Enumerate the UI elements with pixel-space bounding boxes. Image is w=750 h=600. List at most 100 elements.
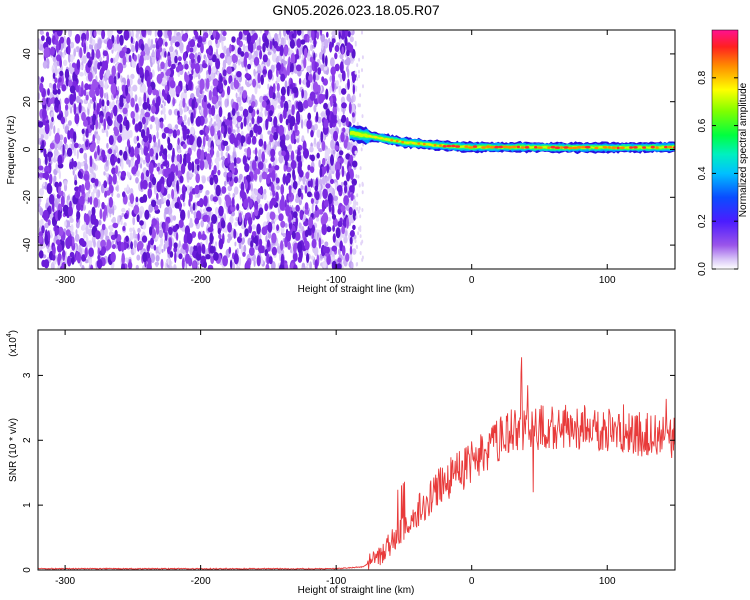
noise-speckle: [251, 94, 255, 103]
signal-track-peak: [428, 143, 432, 146]
noise-speckle: [147, 38, 151, 48]
noise-speckle: [64, 97, 70, 105]
noise-speckle: [146, 97, 150, 106]
noise-speckle: [322, 246, 328, 254]
signal-track-peak: [520, 146, 525, 149]
noise-speckle: [163, 101, 166, 107]
noise-speckle: [103, 180, 108, 189]
noise-speckle: [203, 106, 208, 118]
noise-speckle: [163, 168, 169, 178]
signal-track-peak: [511, 145, 517, 149]
noise-speckle: [66, 195, 70, 201]
noise-speckle: [212, 78, 219, 87]
noise-speckle: [67, 43, 71, 56]
noise-speckle: [101, 223, 106, 231]
noise-speckle: [149, 226, 153, 236]
noise-speckle: [271, 170, 276, 182]
noise-speckle: [38, 235, 43, 243]
noise-speckle: [352, 248, 357, 255]
noise-speckle: [207, 40, 213, 47]
noise-speckle: [162, 38, 165, 46]
noise-speckle: [108, 148, 113, 155]
noise-speckle: [341, 225, 346, 235]
noise-speckle: [86, 30, 89, 42]
noise-speckle: [44, 171, 50, 181]
noise-speckle: [344, 36, 348, 47]
noise-speckle: [238, 212, 242, 223]
noise-speckle: [317, 67, 322, 75]
noise-speckle: [218, 233, 222, 240]
noise-speckle: [263, 188, 267, 195]
noise-speckle: [121, 253, 125, 265]
noise-speckle: [355, 142, 358, 146]
noise-speckle: [38, 40, 41, 49]
noise-speckle: [98, 219, 102, 226]
noise-speckle: [262, 69, 268, 75]
noise-speckle: [235, 92, 238, 99]
noise-speckle: [75, 251, 79, 261]
noise-speckle: [217, 169, 221, 176]
noise-speckle: [316, 217, 320, 222]
noise-speckle: [290, 160, 297, 170]
noise-speckle: [270, 156, 275, 163]
noise-speckle: [167, 136, 171, 145]
noise-speckle: [153, 244, 157, 251]
noise-speckle: [202, 215, 208, 222]
noise-speckle: [157, 30, 163, 38]
noise-speckle: [297, 241, 303, 254]
spectrogram-noise-layer: [38, 30, 365, 269]
noise-speckle: [172, 189, 178, 199]
noise-speckle: [361, 208, 364, 212]
noise-speckle: [197, 36, 203, 44]
noise-speckle: [317, 232, 319, 238]
noise-speckle: [349, 230, 355, 238]
signal-track-peak: [611, 146, 617, 149]
noise-speckle: [347, 31, 351, 38]
noise-speckle: [103, 171, 106, 176]
noise-speckle: [143, 92, 147, 104]
noise-speckle: [90, 30, 93, 37]
noise-speckle: [110, 82, 117, 95]
noise-speckle: [147, 188, 153, 198]
noise-speckle: [276, 75, 281, 83]
noise-speckle: [349, 154, 354, 164]
noise-speckle: [285, 174, 291, 184]
noise-speckle: [63, 207, 69, 217]
noise-speckle: [172, 225, 178, 233]
noise-speckle: [360, 241, 363, 246]
noise-speckle: [149, 148, 154, 157]
noise-speckle: [120, 219, 123, 226]
noise-speckle: [38, 157, 41, 168]
noise-speckle: [214, 133, 218, 141]
noise-speckle: [70, 41, 75, 49]
noise-speckle: [359, 225, 362, 230]
noise-speckle: [59, 36, 65, 44]
signal-track-peak: [439, 144, 442, 147]
y-tick-label: 2: [22, 437, 33, 443]
noise-speckle: [252, 78, 257, 88]
noise-speckle: [201, 63, 208, 69]
noise-speckle: [135, 30, 141, 35]
noise-speckle: [187, 116, 191, 127]
noise-speckle: [351, 160, 358, 168]
noise-speckle: [267, 69, 273, 80]
noise-speckle: [133, 204, 140, 215]
noise-speckle: [303, 77, 306, 85]
noise-speckle: [117, 62, 124, 74]
noise-speckle: [198, 105, 202, 111]
noise-speckle: [276, 94, 281, 98]
noise-speckle: [359, 251, 362, 255]
noise-speckle: [164, 235, 168, 242]
noise-speckle: [51, 116, 54, 123]
noise-speckle: [358, 183, 361, 188]
noise-speckle: [243, 244, 247, 253]
noise-speckle: [130, 111, 135, 119]
noise-speckle: [79, 195, 85, 206]
noise-speckle: [132, 216, 136, 226]
noise-speckle: [44, 165, 50, 174]
noise-speckle: [103, 92, 107, 99]
noise-speckle: [296, 30, 302, 36]
noise-speckle: [238, 256, 242, 267]
noise-speckle: [68, 30, 72, 38]
noise-speckle: [138, 96, 142, 107]
